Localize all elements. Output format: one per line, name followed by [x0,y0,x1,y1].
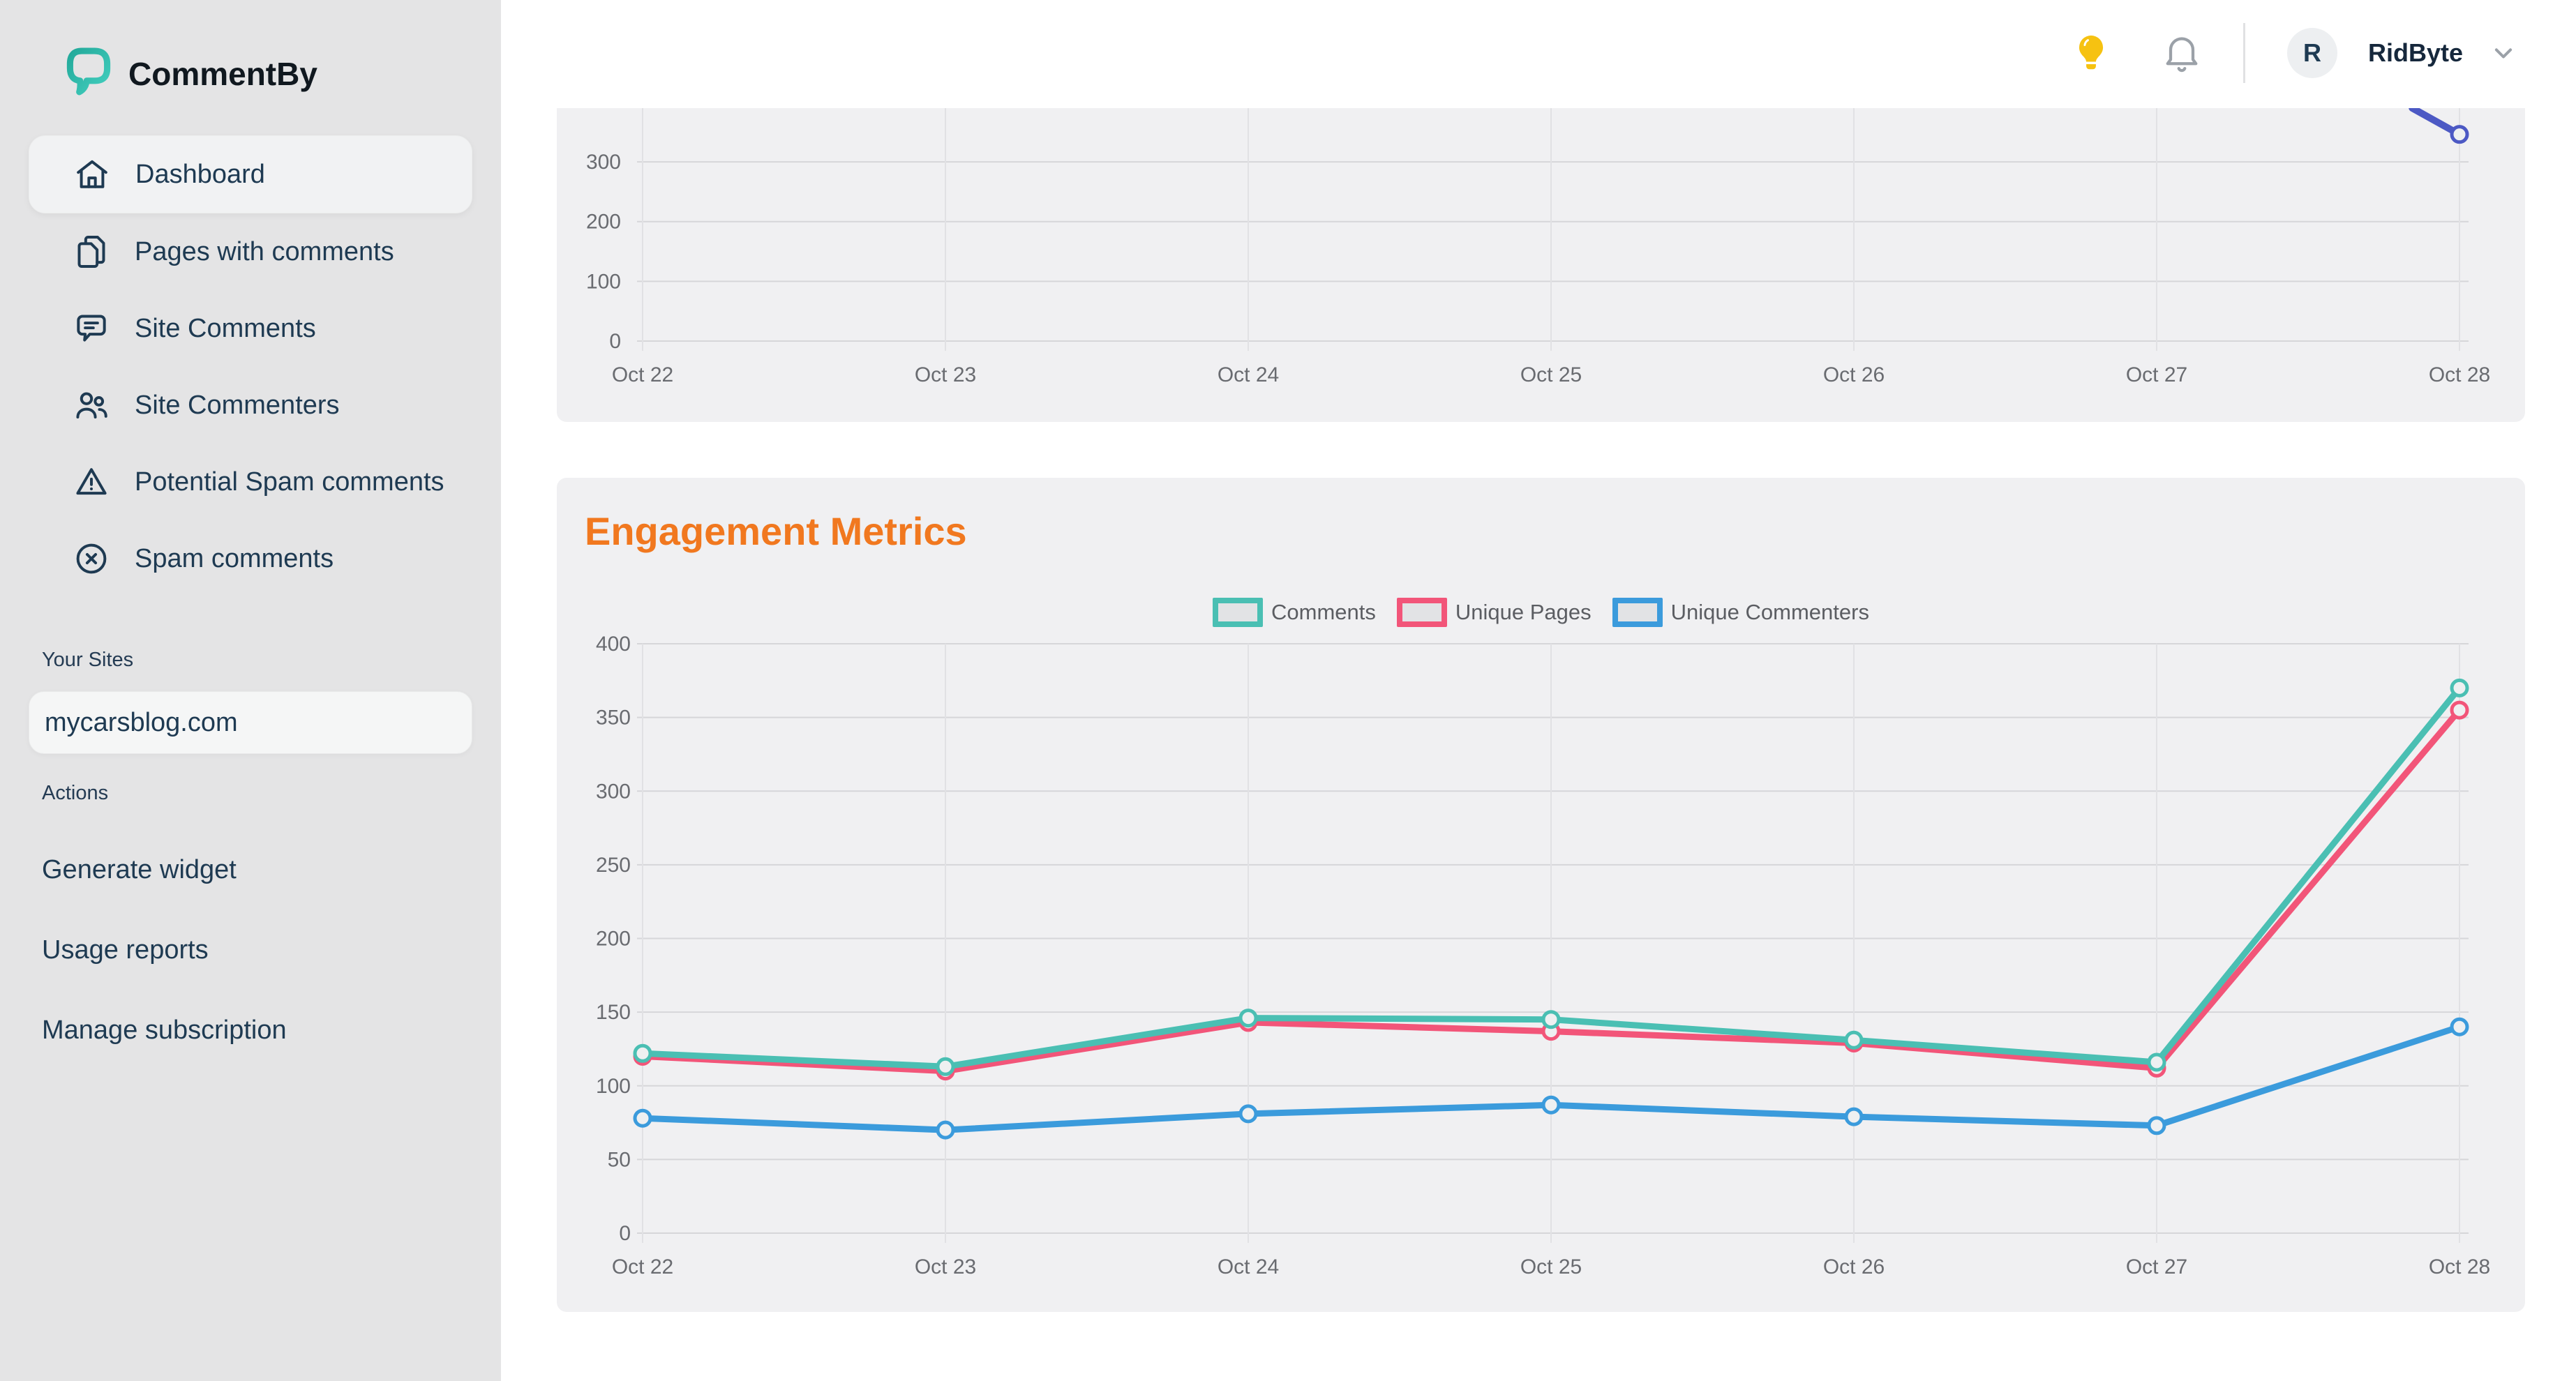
site-item-mycarsblog[interactable]: mycarsblog.com [29,691,472,754]
legend-item-comments[interactable]: Comments [1213,598,1376,627]
svg-text:250: 250 [596,854,631,877]
engagement-metrics-card: Engagement Metrics Comments Unique Pages… [557,478,2525,1312]
avatar-initial: R [2302,38,2321,67]
manage-subscription-link[interactable]: Manage subscription [42,1016,287,1045]
sidebar-item-label: Dashboard [135,159,265,189]
svg-text:200: 200 [596,928,631,951]
site-name: mycarsblog.com [45,707,238,737]
home-icon [77,160,107,188]
svg-text:300: 300 [596,780,631,803]
bell-icon[interactable] [2159,31,2204,75]
legend-item-unique-pages[interactable]: Unique Pages [1396,598,1592,627]
top-chart-card: 0 100 200 300 Oct 22 Oct 23 Oct 24 Oct 25 Oct 26… [557,108,2525,422]
comment-icon [77,315,106,342]
actions-label: Actions [42,782,109,804]
svg-text:50: 50 [608,1148,631,1171]
usage-reports-link[interactable]: Usage reports [42,935,209,965]
app-logo[interactable]: CommentBy [0,0,501,105]
main-content: 0 100 200 300 Oct 22 Oct 23 Oct 24 Oct 25 Oct 26… [501,0,2576,1381]
unique-pages-swatch [1396,598,1447,627]
sidebar-item-label: Pages with comments [135,236,394,266]
top-chart: 0 100 200 300 Oct 22 Oct 23 Oct 24 Oct 25 Oct 26… [586,108,2490,386]
topbar: R RidByte [501,0,2576,105]
users-icon [76,392,107,419]
sidebar-item-label: Potential Spam comments [135,467,444,497]
svg-text:300: 300 [586,151,621,174]
legend-label: Unique Pages [1455,600,1592,624]
svg-text:Oct 22: Oct 22 [612,1255,673,1278]
chart-legend: Comments Unique Pages Unique Commenters [557,598,2525,627]
speech-bubble-logo-icon [66,47,111,96]
svg-text:Oct 27: Oct 27 [2126,363,2187,386]
svg-text:Oct 28: Oct 28 [2429,1255,2490,1278]
svg-text:Oct 24: Oct 24 [1218,363,1279,386]
svg-text:Oct 23: Oct 23 [915,363,976,386]
svg-text:Oct 25: Oct 25 [1520,363,1582,386]
your-sites-label: Your Sites [42,649,134,671]
avatar[interactable]: R [2286,27,2337,78]
svg-text:Oct 22: Oct 22 [612,363,673,386]
app-name: CommentBy [128,56,317,92]
legend-label: Unique Commenters [1670,600,1869,624]
svg-text:Oct 26: Oct 26 [1823,1255,1885,1278]
svg-text:0: 0 [609,330,621,353]
sidebar-item-label: Spam comments [135,543,334,573]
sidebar-item-pages-with-comments[interactable]: Pages with comments [29,213,472,290]
sidebar: CommentBy Dashboard Pages with comments … [0,0,501,1381]
legend-label: Comments [1271,600,1376,624]
sidebar-item-label: Site Commenters [135,390,340,420]
comments-swatch [1213,598,1264,627]
svg-text:0: 0 [619,1222,631,1245]
sidebar-item-dashboard[interactable]: Dashboard [29,135,472,213]
svg-text:Oct 27: Oct 27 [2126,1255,2187,1278]
sidebar-item-site-commenters[interactable]: Site Commenters [29,367,472,444]
pages-icon [77,236,105,268]
svg-text:Oct 23: Oct 23 [915,1255,976,1278]
svg-text:200: 200 [586,211,621,234]
x-circle-icon [76,543,107,574]
legend-item-unique-commenters[interactable]: Unique Commenters [1612,598,1869,627]
engagement-metrics-chart: 0 50 100 150 200 250 300 350 400 Oct 22 Oct 23 Oct … [596,633,2490,1278]
svg-text:Oct 25: Oct 25 [1520,1255,1582,1278]
engagement-metrics-title: Engagement Metrics [585,509,967,553]
sidebar-nav: Dashboard Pages with comments Site Comme… [0,135,501,597]
user-name[interactable]: RidByte [2367,38,2463,67]
sidebar-item-spam-comments[interactable]: Spam comments [29,520,472,597]
sidebar-item-site-comments[interactable]: Site Comments [29,290,472,367]
sidebar-item-potential-spam-comments[interactable]: Potential Spam comments [29,444,472,520]
svg-text:350: 350 [596,707,631,730]
svg-text:Oct 28: Oct 28 [2429,363,2490,386]
topbar-divider [2242,22,2245,83]
svg-text:400: 400 [596,633,631,656]
svg-text:150: 150 [596,1001,631,1024]
chevron-down-icon[interactable] [2488,38,2519,68]
sidebar-item-label: Site Comments [135,313,316,343]
svg-text:100: 100 [586,270,621,293]
lightbulb-icon[interactable] [2069,31,2113,75]
svg-text:100: 100 [596,1075,631,1098]
unique-commenters-swatch [1612,598,1663,627]
generate-widget-link[interactable]: Generate widget [42,855,237,884]
svg-text:Oct 26: Oct 26 [1823,363,1885,386]
svg-text:Oct 24: Oct 24 [1218,1255,1279,1278]
warning-triangle-icon [76,468,107,495]
